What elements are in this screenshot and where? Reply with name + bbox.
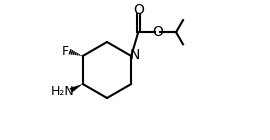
Text: O: O [152, 25, 163, 39]
Text: N: N [129, 48, 140, 62]
Polygon shape [70, 84, 83, 93]
Text: O: O [133, 3, 144, 17]
Text: H₂N: H₂N [51, 85, 75, 97]
Text: F: F [61, 45, 68, 58]
